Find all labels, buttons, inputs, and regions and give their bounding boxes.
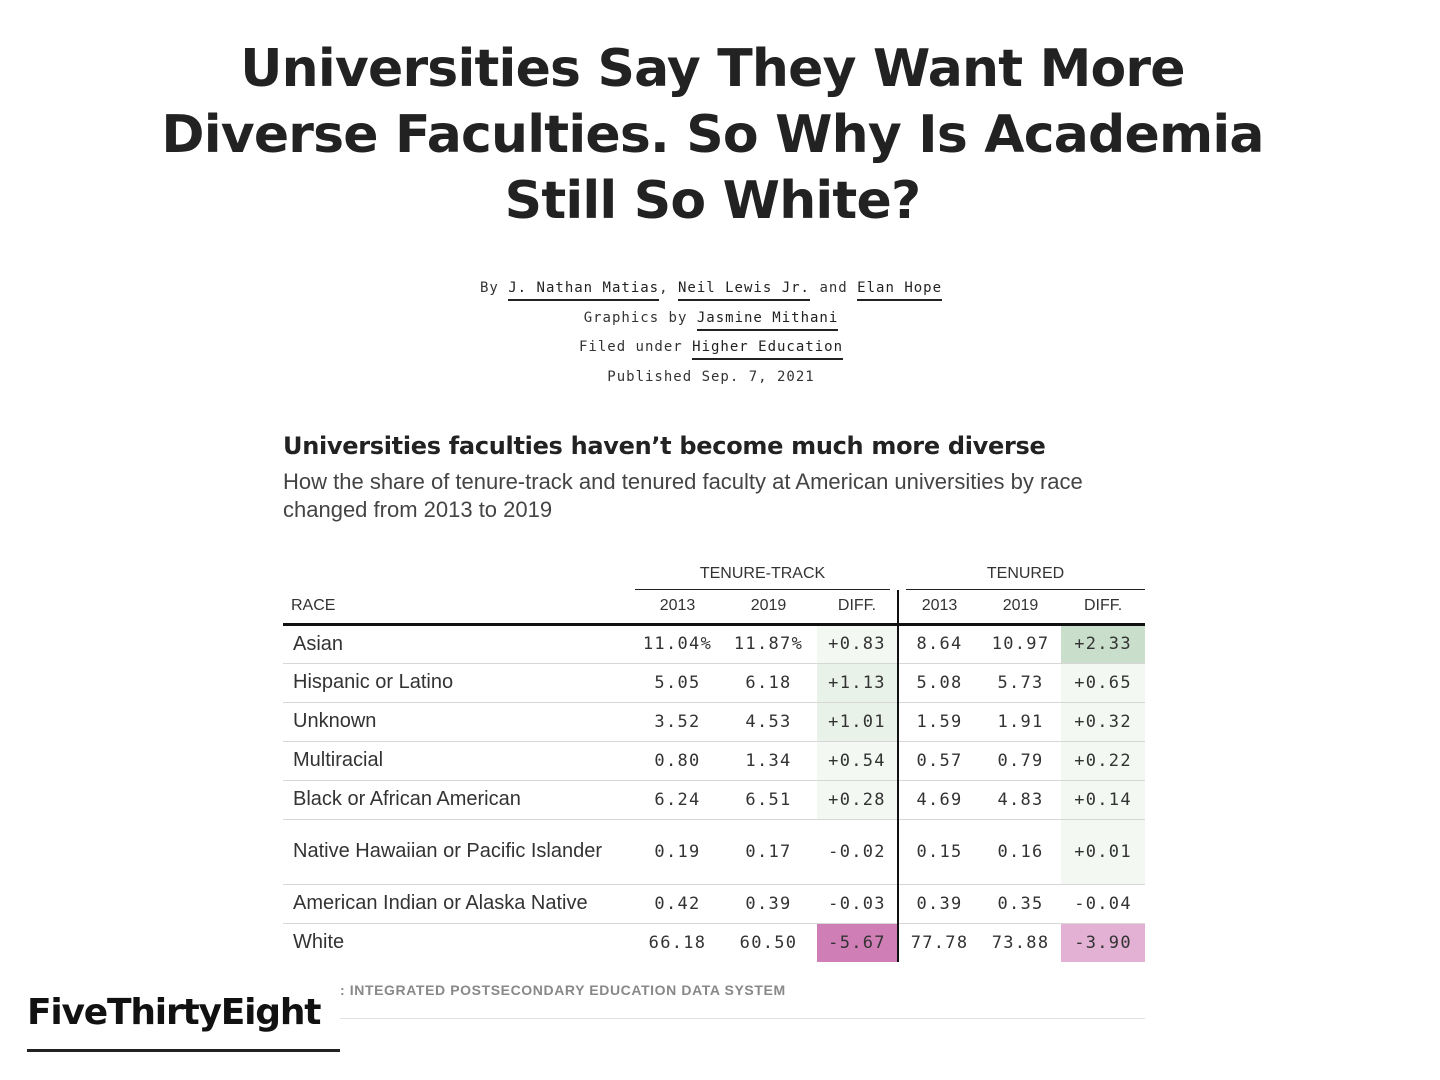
cell-te-2013: 0.39	[897, 884, 981, 924]
brand-logo: FiveThirtyEight	[27, 992, 322, 1033]
author-link-2[interactable]: Neil Lewis Jr.	[677, 280, 810, 301]
race-label: Black or African American	[283, 780, 635, 820]
cell-te-2013: 4.69	[897, 780, 981, 820]
cell-tt-2013: 66.18	[648, 932, 707, 953]
graphic-subtitle: How the share of tenure-track and tenure…	[283, 469, 1083, 522]
cell-tt-2019: 0.17	[720, 819, 817, 885]
table-row: White 66.18 60.50 -5.67 77.78 73.88 -3.90	[283, 923, 1146, 962]
table-row: Native Hawaiian or Pacific Islander 0.19 0…	[283, 819, 1146, 885]
cell-te-2019: 4.83	[980, 780, 1062, 820]
column-header-te-2013: 2013	[897, 590, 981, 626]
cell-te-2013: 5.08	[897, 663, 981, 703]
publish-date: Published Sep. 7, 2021	[607, 368, 815, 385]
cell-tt-2013: 0.42	[635, 884, 720, 924]
source-divider	[340, 1018, 1145, 1019]
cell-te-2013: 0.57	[897, 741, 981, 781]
cell-tt-2019: 60.50	[739, 932, 798, 953]
topic-link[interactable]: Higher Education	[692, 339, 843, 360]
data-graphic: Universities faculties haven’t become mu…	[283, 430, 1146, 962]
graphics-prefix: Graphics by	[583, 309, 688, 326]
article-headline: Universities Say They Want More Diverse …	[161, 39, 1264, 231]
author-link-3[interactable]: Elan Hope	[857, 280, 943, 301]
cell-te-diff: +2.33	[1061, 624, 1146, 664]
byline-comma: ,	[659, 280, 669, 296]
cell-tt-2013: 0.80	[635, 741, 720, 781]
byline-block: By J. Nathan Matias, Neil Lewis Jr. and …	[300, 277, 1122, 395]
cell-te-diff: +0.65	[1061, 663, 1146, 703]
cell-te-diff: +0.22	[1061, 741, 1146, 781]
cell-tt-2019: 6.18	[720, 663, 817, 703]
cell-te-diff: -0.04	[1061, 884, 1146, 924]
race-label: Asian	[283, 624, 635, 664]
table-row: Multiracial 0.80 1.34 +0.54 0.57 0.79 +0.22	[283, 741, 1146, 781]
byline: By J. Nathan Matias, Neil Lewis Jr. and …	[300, 277, 1122, 307]
cell-te-2013: 8.64	[897, 624, 981, 664]
column-header-row: RACE 2013 2019 DIFF. 2013 2019 DIFF.	[283, 590, 1146, 626]
cell-te-2019: 73.88	[991, 932, 1050, 953]
cell-te-2019: 0.79	[980, 741, 1062, 781]
cell-tt-diff: +0.83	[817, 624, 899, 664]
cell-te-diff: +0.14	[1061, 780, 1146, 820]
cell-tt-2019: 1.34	[720, 741, 817, 781]
column-header-te-2019: 2019	[980, 590, 1062, 626]
group-header-row: TENURE-TRACK TENURED	[283, 562, 1146, 590]
graphic-title: Universities faculties haven’t become mu…	[283, 432, 1046, 460]
column-header-te-diff: DIFF.	[1061, 590, 1146, 626]
cell-te-2019: 0.35	[980, 884, 1062, 924]
cell-te-2019: 1.91	[980, 702, 1062, 742]
cell-te-diff: +0.32	[1061, 702, 1146, 742]
cell-tt-2019: 4.53	[720, 702, 817, 742]
cell-te-2013: 0.15	[897, 819, 981, 885]
table-row: American Indian or Alaska Native 0.42 0.39…	[283, 884, 1146, 924]
table-row: Hispanic or Latino 5.05 6.18 +1.13 5.08 5.73 +…	[283, 663, 1146, 703]
cell-tt-2019: 0.39	[720, 884, 817, 924]
race-label: Unknown	[283, 702, 635, 742]
byline-and: and	[819, 280, 848, 296]
source-note: : INTEGRATED POSTSECONDARY EDUCATION DAT…	[340, 982, 786, 998]
table-row: Asian 11.04% 11.87% +0.83 8.64 10.97 +2.33	[283, 624, 1146, 664]
cell-tt-2013: 3.52	[635, 702, 720, 742]
cell-tt-diff: +0.54	[817, 741, 899, 781]
cell-te-2013: 1.59	[897, 702, 981, 742]
cell-tt-2013: 11.04%	[635, 624, 720, 664]
cell-tt-2019: 6.51	[720, 780, 817, 820]
brand-underline	[27, 1049, 340, 1052]
table-row: Unknown 3.52 4.53 +1.01 1.59 1.91 +0.32	[283, 702, 1146, 742]
graphics-author-link[interactable]: Jasmine Mithani	[696, 309, 839, 331]
cell-te-2019: 0.16	[980, 819, 1062, 885]
cell-tt-diff: +1.01	[817, 702, 899, 742]
cell-te-2013: 77.78	[897, 923, 981, 962]
group-header-tenure-track: TENURE-TRACK	[635, 565, 891, 590]
column-header-tt-diff: DIFF.	[817, 590, 899, 626]
cell-te-diff: +0.01	[1061, 819, 1146, 885]
race-label: Multiracial	[283, 741, 635, 781]
author-link-1[interactable]: J. Nathan Matias	[508, 280, 660, 301]
race-label: White	[293, 931, 345, 954]
cell-tt-diff: -0.02	[817, 819, 899, 885]
table-row: Black or African American 6.24 6.51 +0.28 4.…	[283, 780, 1146, 820]
cell-te-2019: 5.73	[980, 663, 1062, 703]
filed-under: Filed under Higher Education	[300, 336, 1122, 366]
graphics-credit: Graphics by Jasmine Mithani	[300, 307, 1122, 337]
cell-tt-diff: +1.13	[817, 663, 899, 703]
race-label: Native Hawaiian or Pacific Islander	[283, 819, 635, 885]
group-header-tenured: TENURED	[906, 565, 1146, 590]
cell-tt-2013: 6.24	[635, 780, 720, 820]
column-header-tt-2019: 2019	[720, 590, 817, 626]
race-label: Hispanic or Latino	[283, 663, 635, 703]
cell-te-2019: 10.97	[980, 624, 1062, 664]
column-header-tt-2013: 2013	[635, 590, 720, 626]
cell-tt-diff: +0.28	[817, 780, 899, 820]
race-label: American Indian or Alaska Native	[283, 884, 635, 924]
column-header-race: RACE	[283, 590, 635, 626]
filed-prefix: Filed under	[578, 339, 683, 355]
cell-tt-2019: 11.87%	[720, 624, 817, 664]
cell-te-diff: -3.90	[1061, 923, 1146, 962]
byline-prefix: By	[479, 280, 499, 296]
cell-tt-diff: -5.67	[817, 923, 899, 962]
faculty-race-table: TENURE-TRACK TENURED RACE 2013 2019 DIFF…	[283, 562, 1146, 962]
cell-tt-2013: 0.19	[635, 819, 720, 885]
cell-tt-diff: -0.03	[817, 884, 899, 924]
cell-tt-2013: 5.05	[635, 663, 720, 703]
